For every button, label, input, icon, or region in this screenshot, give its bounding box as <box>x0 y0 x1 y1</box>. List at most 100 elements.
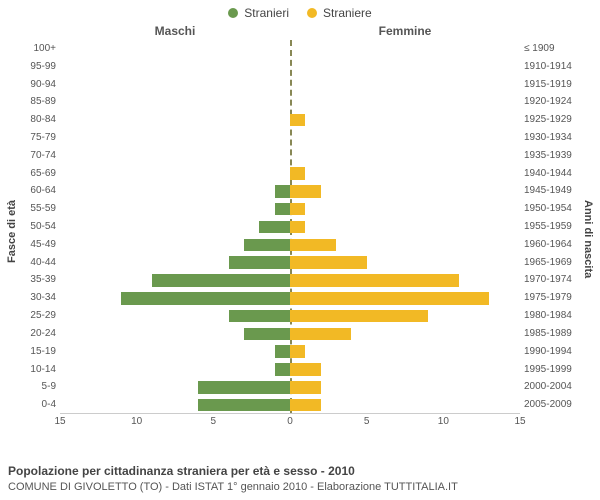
bar-male <box>229 256 290 268</box>
x-tick: 0 <box>287 416 293 427</box>
column-header-left: Maschi <box>60 24 290 38</box>
bar-female <box>290 167 305 179</box>
age-label: 85-89 <box>2 97 56 107</box>
birth-year-label: 1980-1984 <box>524 311 598 321</box>
age-label: 60-64 <box>2 186 56 196</box>
birth-year-label: 1920-1924 <box>524 97 598 107</box>
age-label: 35-39 <box>2 275 56 285</box>
age-label: 0-4 <box>2 400 56 410</box>
age-label: 5-9 <box>2 382 56 392</box>
age-label: 30-34 <box>2 293 56 303</box>
age-label: 15-19 <box>2 347 56 357</box>
x-tick: 5 <box>364 416 370 427</box>
x-tick: 5 <box>211 416 217 427</box>
bar-female <box>290 363 321 375</box>
bar-female <box>290 310 428 322</box>
birth-year-label: 1930-1934 <box>524 133 598 143</box>
pyramid-row: 90-941915-1919 <box>60 76 520 94</box>
pyramid-row: 60-641945-1949 <box>60 183 520 201</box>
legend-swatch-female <box>307 8 317 18</box>
birth-year-label: ≤ 1909 <box>524 44 598 54</box>
pyramid-row: 50-541955-1959 <box>60 218 520 236</box>
pyramid-row: 40-441965-1969 <box>60 254 520 272</box>
legend-item-female: Straniere <box>307 6 372 20</box>
birth-year-label: 1940-1944 <box>524 169 598 179</box>
x-tick: 15 <box>514 416 525 427</box>
rows-container: 100+≤ 190995-991910-191490-941915-191985… <box>60 40 520 414</box>
bar-female <box>290 292 489 304</box>
age-label: 75-79 <box>2 133 56 143</box>
bar-female <box>290 345 305 357</box>
pyramid-row: 55-591950-1954 <box>60 200 520 218</box>
bar-male <box>121 292 290 304</box>
bar-male <box>275 185 290 197</box>
age-label: 55-59 <box>2 204 56 214</box>
pyramid-row: 80-841925-1929 <box>60 111 520 129</box>
legend-label-female: Straniere <box>323 6 372 20</box>
age-label: 25-29 <box>2 311 56 321</box>
bar-female <box>290 114 305 126</box>
age-label: 50-54 <box>2 222 56 232</box>
bar-male <box>244 328 290 340</box>
bar-male <box>152 274 290 286</box>
age-label: 90-94 <box>2 80 56 90</box>
pyramid-row: 30-341975-1979 <box>60 289 520 307</box>
bar-female <box>290 203 305 215</box>
x-tick: 15 <box>54 416 65 427</box>
pyramid-row: 15-191990-1994 <box>60 343 520 361</box>
birth-year-label: 1970-1974 <box>524 275 598 285</box>
bar-female <box>290 221 305 233</box>
legend: Stranieri Straniere <box>0 0 600 20</box>
bar-female <box>290 328 351 340</box>
population-pyramid-chart: Stranieri Straniere Maschi Femmine Fasce… <box>0 0 600 500</box>
bar-male <box>259 221 290 233</box>
bar-female <box>290 239 336 251</box>
birth-year-label: 1935-1939 <box>524 151 598 161</box>
x-axis: 15105051015 <box>60 413 520 440</box>
birth-year-label: 1995-1999 <box>524 365 598 375</box>
birth-year-label: 1965-1969 <box>524 258 598 268</box>
caption-subtitle: COMUNE DI GIVOLETTO (TO) - Dati ISTAT 1°… <box>8 480 592 494</box>
bar-male <box>244 239 290 251</box>
pyramid-row: 25-291980-1984 <box>60 307 520 325</box>
legend-label-male: Stranieri <box>244 6 289 20</box>
x-tick: 10 <box>438 416 449 427</box>
pyramid-row: 100+≤ 1909 <box>60 40 520 58</box>
pyramid-row: 85-891920-1924 <box>60 93 520 111</box>
bar-male <box>229 310 290 322</box>
pyramid-row: 70-741935-1939 <box>60 147 520 165</box>
bar-female <box>290 274 459 286</box>
age-label: 10-14 <box>2 365 56 375</box>
age-label: 40-44 <box>2 258 56 268</box>
caption-title: Popolazione per cittadinanza straniera p… <box>8 464 592 480</box>
age-label: 20-24 <box>2 329 56 339</box>
pyramid-row: 10-141995-1999 <box>60 361 520 379</box>
age-label: 100+ <box>2 44 56 54</box>
pyramid-row: 35-391970-1974 <box>60 272 520 290</box>
pyramid-row: 20-241985-1989 <box>60 325 520 343</box>
birth-year-label: 1945-1949 <box>524 186 598 196</box>
bar-female <box>290 256 367 268</box>
birth-year-label: 1910-1914 <box>524 62 598 72</box>
birth-year-label: 1925-1929 <box>524 115 598 125</box>
bar-male <box>275 345 290 357</box>
plot-area: 100+≤ 190995-991910-191490-941915-191985… <box>60 40 520 440</box>
x-tick: 10 <box>131 416 142 427</box>
bar-male <box>275 203 290 215</box>
birth-year-label: 1955-1959 <box>524 222 598 232</box>
pyramid-row: 5-92000-2004 <box>60 378 520 396</box>
age-label: 65-69 <box>2 169 56 179</box>
pyramid-row: 65-691940-1944 <box>60 165 520 183</box>
legend-swatch-male <box>228 8 238 18</box>
bar-male <box>198 399 290 411</box>
bar-male <box>198 381 290 393</box>
birth-year-label: 1975-1979 <box>524 293 598 303</box>
pyramid-row: 95-991910-1914 <box>60 58 520 76</box>
birth-year-label: 1960-1964 <box>524 240 598 250</box>
age-label: 70-74 <box>2 151 56 161</box>
legend-item-male: Stranieri <box>228 6 289 20</box>
birth-year-label: 1950-1954 <box>524 204 598 214</box>
bar-male <box>275 363 290 375</box>
pyramid-row: 75-791930-1934 <box>60 129 520 147</box>
column-headers: Maschi Femmine <box>0 24 600 38</box>
